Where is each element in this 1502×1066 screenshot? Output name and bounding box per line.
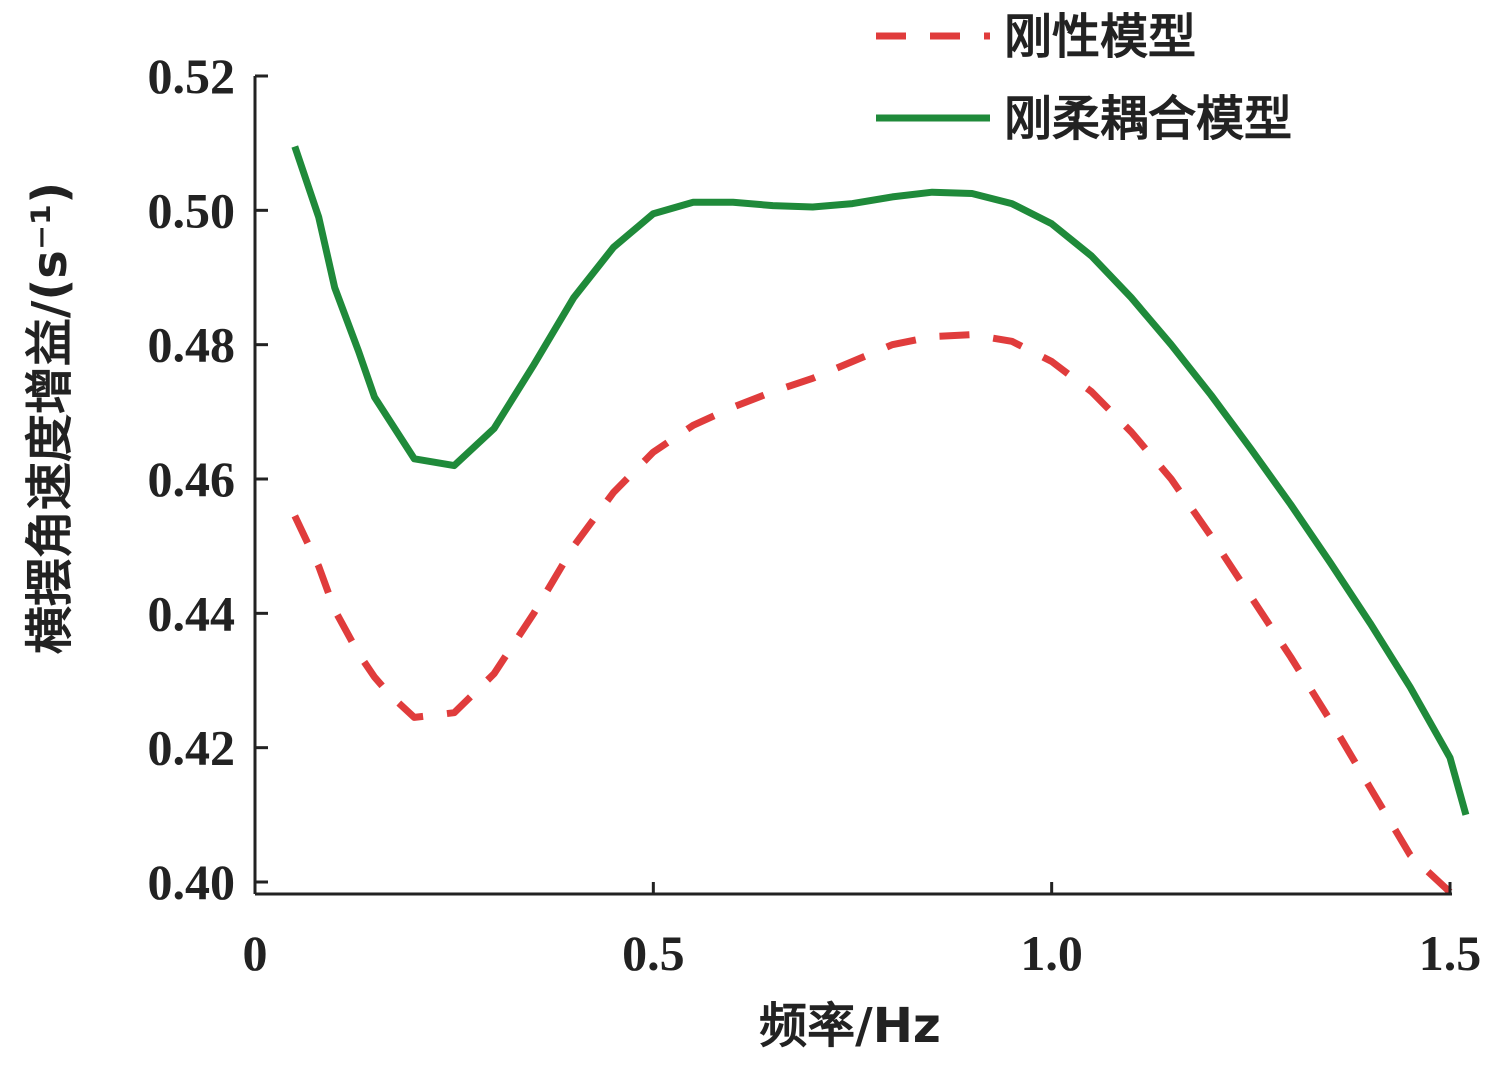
x-axis-title: 频率/Hz bbox=[759, 998, 941, 1054]
x-tick-label: 0.5 bbox=[622, 925, 685, 981]
x-tick-label: 1.5 bbox=[1419, 925, 1482, 981]
axes: 0 0.5 1.0 1.5 0.40 0.42 0.44 0.46 0.48 0.50 0.52 bbox=[148, 48, 1482, 981]
y-tick-label: 0.42 bbox=[148, 720, 236, 776]
y-tick-label: 0.46 bbox=[148, 451, 236, 507]
series-line-1 bbox=[291, 331, 1453, 895]
x-tick-label: 0 bbox=[243, 925, 268, 981]
y-tick-label: 0.44 bbox=[148, 585, 236, 641]
y-tick-label: 0.40 bbox=[148, 854, 236, 910]
plot-area bbox=[291, 145, 1470, 895]
legend-label: 刚柔耦合模型 bbox=[1004, 91, 1292, 147]
legend-label: 刚性模型 bbox=[1004, 9, 1196, 65]
x-axis-ticks: 0 0.5 1.0 1.5 bbox=[243, 882, 1482, 981]
series-line-2 bbox=[291, 145, 1470, 816]
y-tick-label: 0.52 bbox=[148, 48, 236, 104]
y-tick-label: 0.50 bbox=[148, 182, 236, 238]
x-tick-label: 1.0 bbox=[1020, 925, 1083, 981]
y-tick-label: 0.48 bbox=[148, 317, 236, 373]
y-axis-title: 横摆角速度增益/(s⁻¹) bbox=[22, 182, 78, 654]
y-axis-ticks: 0.40 0.42 0.44 0.46 0.48 0.50 0.52 bbox=[148, 48, 268, 910]
